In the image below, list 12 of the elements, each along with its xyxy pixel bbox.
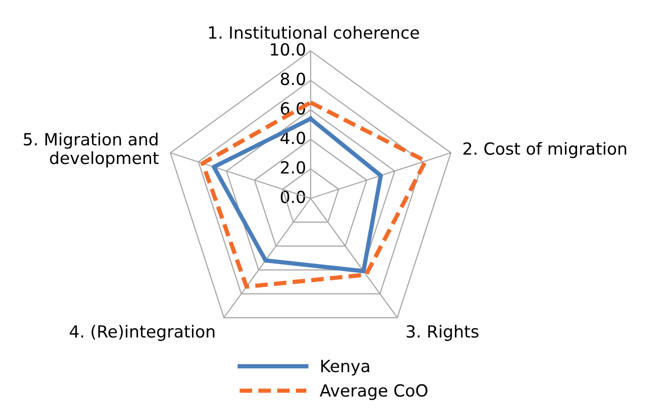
- y-tick-label: 8.0: [280, 72, 306, 86]
- y-tick-label: 0.0: [280, 190, 306, 204]
- y-tick-label: 2.0: [280, 161, 306, 174]
- spoke-label: 5. Migration and development: [24, 132, 159, 168]
- legend-label: Kenya: [321, 360, 370, 376]
- spoke-label: 3. Rights: [406, 324, 478, 341]
- spoke-label: 4. (Re)integration: [70, 324, 214, 341]
- spoke-label: 1. Institutional coherence: [209, 26, 419, 39]
- spoke-label: 2. Cost of migration: [463, 142, 626, 158]
- y-tick-label: 4.0: [280, 132, 306, 144]
- legend-label: Average CoO: [320, 384, 428, 400]
- y-tick-label: 10.0: [270, 43, 306, 56]
